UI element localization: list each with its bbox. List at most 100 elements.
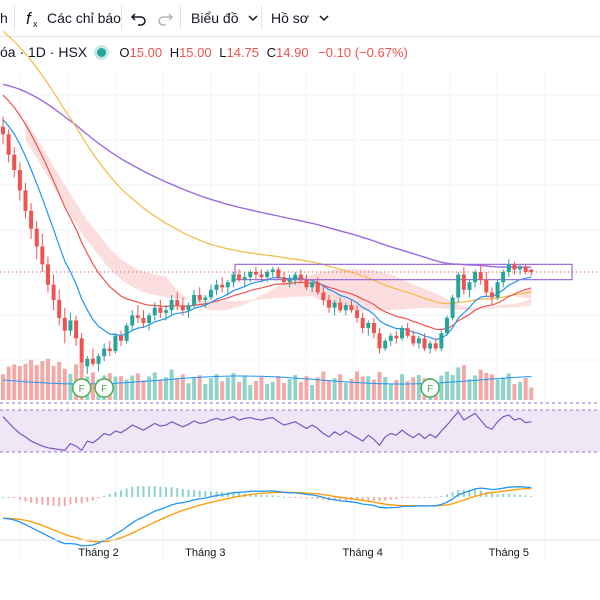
signal-line	[2, 487, 532, 543]
redo-icon[interactable]	[156, 0, 174, 36]
volume-bar	[484, 373, 489, 400]
low-label: L	[219, 45, 227, 60]
macd-histogram-bar	[361, 497, 364, 501]
macd-histogram-bar	[24, 497, 27, 502]
candle-body	[489, 292, 494, 298]
candle-body	[270, 269, 275, 272]
macd-histogram-bar	[215, 491, 218, 497]
macd-histogram-bar	[367, 497, 370, 501]
macd-histogram-bar	[266, 495, 269, 497]
volume-bar	[315, 377, 320, 400]
macd-histogram-bar	[479, 490, 482, 497]
macd-histogram-bar	[474, 489, 477, 497]
candle-body	[360, 317, 365, 329]
candle-body	[338, 302, 343, 311]
candle-body	[310, 282, 315, 288]
volume-bar	[68, 373, 73, 400]
volume-bar	[225, 377, 230, 400]
svg-text:x: x	[33, 19, 38, 29]
symbol-label[interactable]: óa · 1D · HSX	[0, 44, 88, 60]
volume-bar	[405, 381, 410, 400]
macd-histogram-bar	[519, 494, 522, 497]
candle-body	[394, 335, 399, 339]
volume-bar	[501, 377, 506, 400]
macd-histogram-bar	[46, 497, 49, 506]
volume-bar	[293, 375, 298, 400]
macd-histogram-bar	[384, 497, 387, 501]
profile-button[interactable]: Hồ sơ	[271, 0, 331, 36]
candle-body	[343, 305, 348, 311]
x-tick-label: Tháng 4	[342, 547, 382, 559]
candle-body	[74, 320, 79, 339]
candle-body	[501, 272, 506, 283]
macd-histogram-bar	[103, 495, 106, 497]
ichimoku-cloud	[25, 119, 532, 311]
volume-bar	[45, 358, 50, 400]
undo-icon[interactable]	[130, 0, 148, 36]
candle-body	[220, 284, 225, 288]
candle-body	[29, 210, 34, 229]
volume-bar	[506, 373, 511, 400]
candle-body	[6, 134, 11, 155]
cloud-area	[25, 119, 532, 311]
volume-bar	[29, 359, 34, 400]
volume-bar	[343, 383, 348, 400]
macd-histogram-bar	[271, 495, 274, 497]
macd-histogram-bar	[148, 486, 151, 497]
candle-body	[422, 338, 427, 349]
chart-type-button[interactable]: Biểu đồ	[191, 0, 260, 36]
volume-bar	[439, 375, 444, 400]
macd-histogram-bar	[30, 497, 33, 503]
macd-histogram-bar	[468, 489, 471, 497]
macd-histogram-bar	[513, 494, 516, 497]
volume-bar	[186, 383, 191, 400]
candle-body	[68, 320, 73, 331]
x-tick-label: Tháng 5	[489, 547, 529, 559]
volume-bar	[383, 377, 388, 400]
candle-body	[102, 348, 107, 357]
rsi-band	[0, 410, 600, 452]
ma-200-line	[2, 83, 532, 268]
volume-bar	[287, 379, 292, 400]
macd-histogram-bar	[35, 497, 38, 504]
volume-bar	[40, 361, 45, 400]
macd-histogram-bar	[2, 497, 4, 498]
macd-histogram-bar	[69, 497, 72, 505]
macd-histogram-bar	[294, 497, 297, 498]
macd-histogram-bar	[238, 492, 241, 497]
macd-histogram-bar	[63, 497, 66, 507]
volume-bar	[495, 379, 500, 400]
candle-body	[495, 282, 500, 298]
volume-bar	[473, 375, 478, 400]
macd-histogram-bar	[41, 497, 44, 505]
indicators-button[interactable]: Các chỉ báo	[47, 10, 121, 26]
volume-bar	[489, 374, 494, 400]
volume-bar	[338, 374, 343, 400]
volume-bar	[523, 377, 528, 400]
open-value: 15.00	[129, 45, 163, 60]
x-tick-label: Tháng 3	[185, 547, 225, 559]
macd-histogram-bar	[316, 497, 319, 500]
macd-histogram-bar	[114, 491, 117, 497]
candle-body	[433, 343, 438, 349]
interval-button[interactable]: h	[0, 10, 8, 26]
volume-bar	[119, 376, 124, 400]
macd-line	[2, 486, 532, 547]
candle-body	[90, 358, 95, 364]
macd-histogram-bar	[389, 497, 392, 500]
macd-histogram-bar	[395, 497, 398, 500]
macd-histogram-bar	[232, 492, 235, 497]
event-flag-letter: F	[79, 384, 85, 395]
candle-body	[45, 264, 50, 285]
volume-bar	[141, 380, 146, 400]
macd-histogram-bar	[401, 497, 404, 498]
macd-histogram-bar	[339, 497, 342, 501]
candle-body	[152, 307, 157, 316]
event-flag-icon	[94, 378, 114, 398]
macd-histogram-bar	[283, 496, 285, 498]
event-flag-letter: F	[101, 384, 107, 395]
volume-bars	[0, 358, 600, 404]
